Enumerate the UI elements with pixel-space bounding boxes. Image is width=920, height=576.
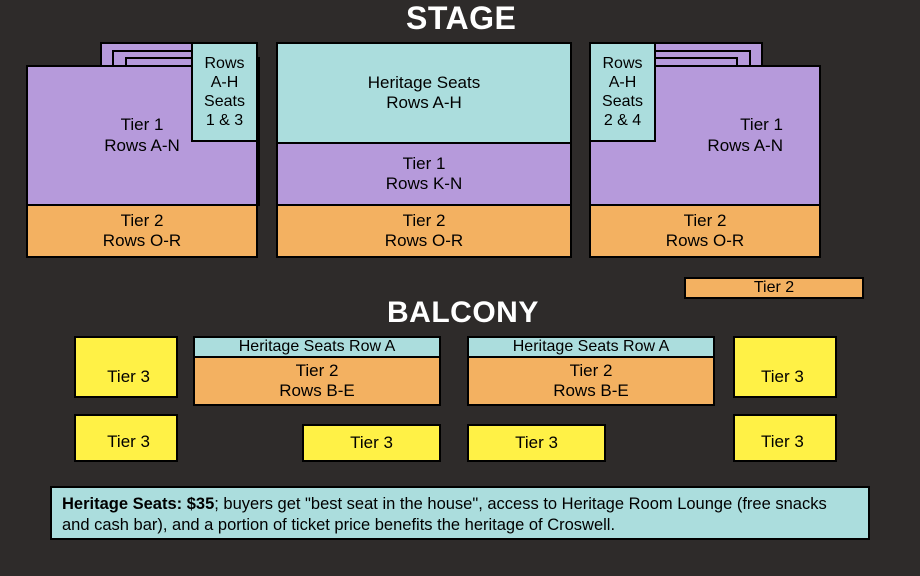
orch-right-small-l2: A-H	[609, 73, 637, 92]
orch-right-extra-tier2[interactable]: Tier 2	[684, 277, 864, 299]
orch-right-small-l4: 2 & 4	[604, 111, 641, 130]
balc-left-bottom[interactable]: Tier 3	[74, 424, 162, 462]
orch-right-small[interactable]: Rows A-H Seats 2 & 4	[589, 42, 656, 142]
balc-cr-tier2-l2: Rows B-E	[553, 381, 629, 401]
balc-cl-tier3[interactable]: Tier 3	[302, 424, 441, 462]
orch-center-heritage-l1: Heritage Seats	[368, 73, 480, 93]
balc-cr-tier2-l1: Tier 2	[570, 361, 613, 381]
balc-cr-heritage-l: Heritage Seats Row A	[513, 337, 670, 356]
orch-left-tier2[interactable]: Tier 2 Rows O-R	[26, 204, 258, 258]
balc-cr-tier3-l: Tier 3	[515, 433, 558, 453]
orch-center-tier2-l2: Rows O-R	[385, 231, 463, 251]
orch-left-small-l3: Seats	[204, 92, 245, 111]
orch-right-tier1-l2: Rows A-N	[707, 136, 783, 156]
balc-left-bottom-l: Tier 3	[107, 432, 150, 452]
orch-left-tier1-line2: Rows A-N	[104, 136, 180, 156]
orch-right-tier2-l1: Tier 2	[684, 211, 727, 231]
orch-left-small-l1: Rows	[204, 54, 244, 73]
balc-right-top-l: Tier 3	[761, 367, 804, 387]
balc-cl-tier2[interactable]: Tier 2 Rows B-E	[193, 356, 441, 406]
balc-left-top-l: Tier 3	[107, 367, 150, 387]
balc-left-top[interactable]: Tier 3	[74, 358, 162, 398]
orch-center-tier1-l2: Rows K-N	[386, 174, 463, 194]
orch-right-small-l3: Seats	[602, 92, 643, 111]
orch-center-tier2-l1: Tier 2	[403, 211, 446, 231]
orch-left-tier2-l2: Rows O-R	[103, 231, 181, 251]
orch-center-heritage[interactable]: Heritage Seats Rows A-H	[276, 42, 572, 144]
balcony-heading: BALCONY	[387, 296, 539, 330]
balc-cr-tier3[interactable]: Tier 3	[467, 424, 606, 462]
orch-center-tier2[interactable]: Tier 2 Rows O-R	[276, 204, 572, 258]
orch-center-tier1-l1: Tier 1	[403, 154, 446, 174]
info-box: Heritage Seats: $35; buyers get "best se…	[50, 486, 870, 540]
orch-right-extra-tier2-l: Tier 2	[754, 278, 794, 297]
balc-right-bottom[interactable]: Tier 3	[749, 424, 837, 462]
orch-left-small-l2: A-H	[211, 73, 239, 92]
balc-cl-tier2-l1: Tier 2	[296, 361, 339, 381]
orch-left-tier1-line1: Tier 1	[121, 115, 164, 135]
balc-cl-tier2-l2: Rows B-E	[279, 381, 355, 401]
orch-right-tier2[interactable]: Tier 2 Rows O-R	[589, 204, 821, 258]
balc-cl-heritage-l: Heritage Seats Row A	[239, 337, 396, 356]
orch-left-small[interactable]: Rows A-H Seats 1 & 3	[191, 42, 258, 142]
orch-left-small-l4: 1 & 3	[206, 111, 243, 130]
orch-left-tier2-l1: Tier 2	[121, 211, 164, 231]
balc-right-bottom-l: Tier 3	[761, 432, 804, 452]
orch-right-small-l1: Rows	[602, 54, 642, 73]
balc-cr-heritage[interactable]: Heritage Seats Row A	[467, 336, 715, 358]
info-lead: Heritage Seats: $35	[62, 495, 214, 513]
stage-heading: STAGE	[406, 0, 516, 37]
balc-cl-tier3-l: Tier 3	[350, 433, 393, 453]
orch-center-tier1[interactable]: Tier 1 Rows K-N	[276, 142, 572, 206]
balc-cl-heritage[interactable]: Heritage Seats Row A	[193, 336, 441, 358]
orch-center-heritage-l2: Rows A-H	[386, 93, 462, 113]
orch-right-tier2-l2: Rows O-R	[666, 231, 744, 251]
orch-right-tier1-l1: Tier 1	[740, 115, 783, 135]
balc-right-top[interactable]: Tier 3	[749, 358, 837, 398]
balc-cr-tier2[interactable]: Tier 2 Rows B-E	[467, 356, 715, 406]
